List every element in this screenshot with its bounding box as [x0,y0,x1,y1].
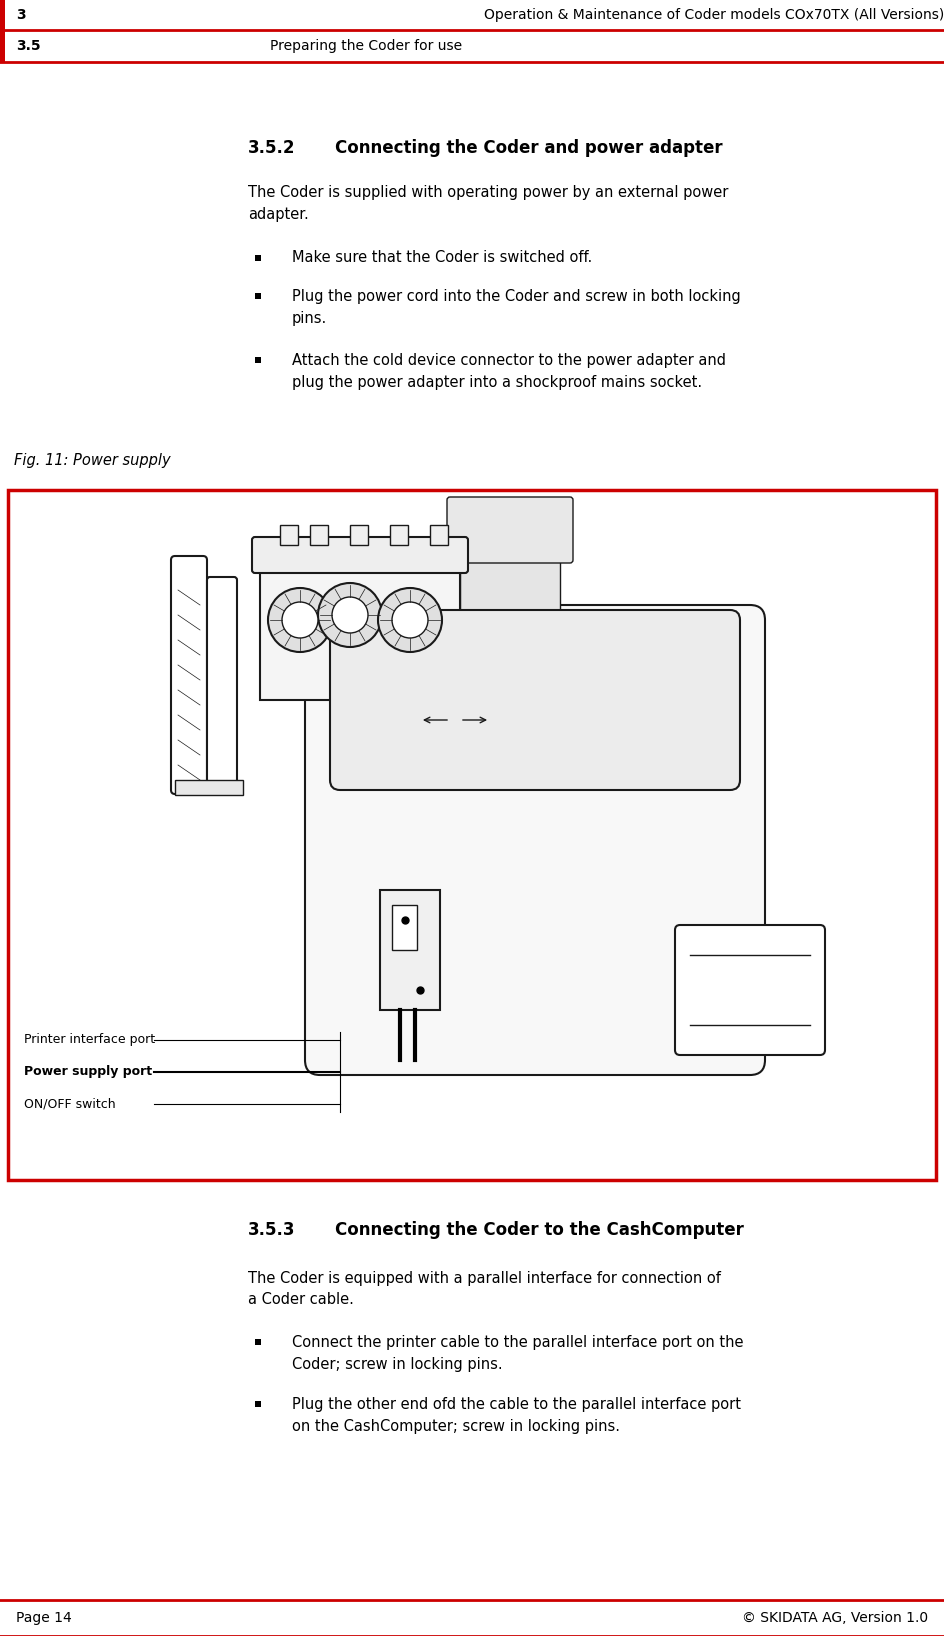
Text: Printer interface port: Printer interface port [24,1034,155,1047]
Bar [260,540,460,700]
Bar [430,525,448,545]
Text: Page 14: Page 14 [16,1611,72,1625]
Bar [380,890,440,1009]
Text: 3: 3 [16,8,25,21]
Text: Power supply port: Power supply port [24,1065,152,1078]
Text: Connect the printer cable to the parallel interface port on the: Connect the printer cable to the paralle… [292,1335,744,1350]
Text: Fig. 11: Power supply: Fig. 11: Power supply [14,453,171,468]
Text: Plug the other end ofd the cable to the parallel interface port: Plug the other end ofd the cable to the … [292,1397,741,1412]
Text: Coder; screw in locking pins.: Coder; screw in locking pins. [292,1356,502,1371]
Text: on the CashComputer; screw in locking pins.: on the CashComputer; screw in locking pi… [292,1418,620,1433]
Text: 3.5: 3.5 [16,39,41,52]
FancyBboxPatch shape [252,537,468,573]
Circle shape [268,587,332,653]
Bar [175,780,243,795]
Bar [8,491,936,1180]
Text: Preparing the Coder for use: Preparing the Coder for use [270,39,463,52]
FancyBboxPatch shape [675,924,825,1055]
FancyBboxPatch shape [171,556,207,793]
Text: The Coder is supplied with operating power by an external power: The Coder is supplied with operating pow… [248,185,729,200]
Text: ON/OFF switch: ON/OFF switch [24,1098,115,1111]
Text: © SKIDATA AG, Version 1.0: © SKIDATA AG, Version 1.0 [742,1611,928,1625]
Text: a Coder cable.: a Coder cable. [248,1292,354,1307]
Circle shape [332,597,368,633]
Circle shape [318,582,382,646]
Text: Connecting the Coder and power adapter: Connecting the Coder and power adapter [335,139,722,157]
Bar [310,525,328,545]
Bar [460,501,560,700]
Text: Make sure that the Coder is switched off.: Make sure that the Coder is switched off… [292,250,592,265]
Text: plug the power adapter into a shockproof mains socket.: plug the power adapter into a shockproof… [292,375,702,389]
Circle shape [378,587,442,653]
Text: adapter.: adapter. [248,206,309,221]
Text: Operation & Maintenance of Coder models COx70TX (All Versions): Operation & Maintenance of Coder models … [483,8,944,21]
Text: Attach the cold device connector to the power adapter and: Attach the cold device connector to the … [292,352,726,368]
Bar [350,525,368,545]
Text: The Coder is equipped with a parallel interface for connection of: The Coder is equipped with a parallel in… [248,1271,721,1286]
Circle shape [282,602,318,638]
Text: Connecting the Coder to the CashComputer: Connecting the Coder to the CashComputer [335,1220,744,1238]
FancyBboxPatch shape [305,605,765,1075]
Text: 3.5.2: 3.5.2 [248,139,295,157]
Circle shape [392,602,428,638]
Bar [392,905,417,951]
Text: Plug the power cord into the Coder and screw in both locking: Plug the power cord into the Coder and s… [292,288,741,304]
Text: pins.: pins. [292,311,328,326]
Bar [0,0,5,62]
FancyBboxPatch shape [207,578,237,784]
Bar [280,525,298,545]
Bar [390,525,408,545]
Text: 3.5.3: 3.5.3 [248,1220,295,1238]
FancyBboxPatch shape [447,497,573,563]
FancyBboxPatch shape [330,610,740,790]
